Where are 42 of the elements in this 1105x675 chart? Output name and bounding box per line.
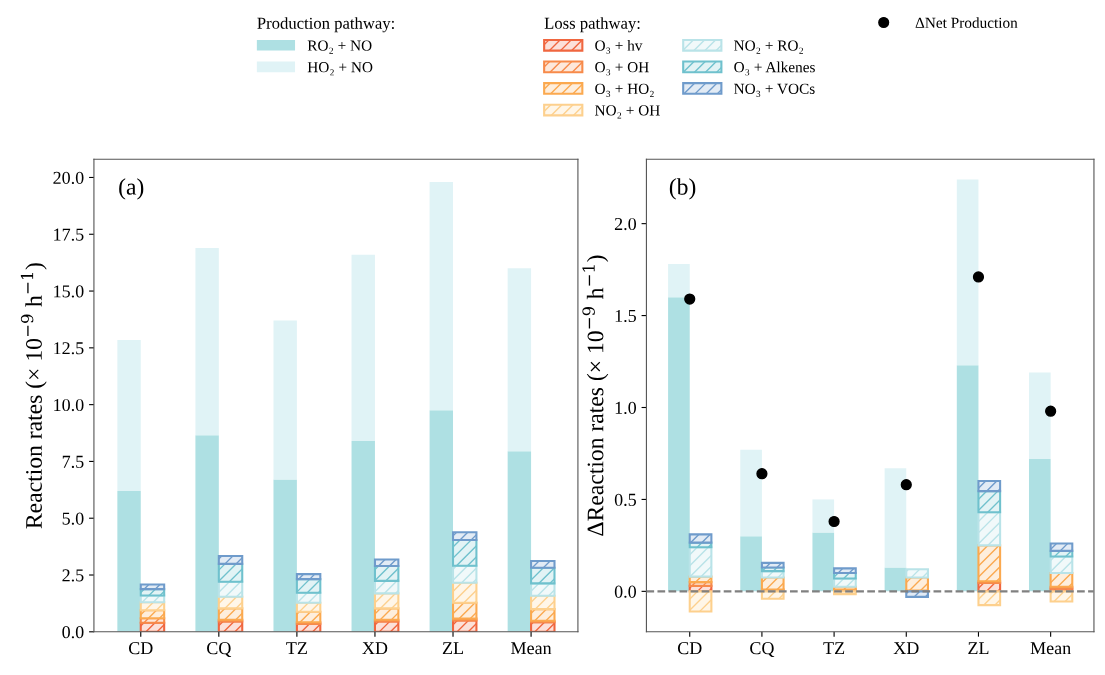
x-tick-label: ZL bbox=[968, 642, 989, 655]
y-tick-label: 10.0 bbox=[54, 398, 84, 412]
legend-label: O₃ + OH bbox=[595, 62, 649, 76]
legend-label: NO₂ + RO₂ bbox=[734, 40, 803, 54]
x-tick-label: XD bbox=[893, 642, 919, 655]
annotation: (b) bbox=[669, 178, 696, 200]
legend-label: O₃ + HO₂ bbox=[595, 83, 654, 97]
y-tick-label: 2.0 bbox=[614, 217, 637, 231]
legend-label: NO₃ + VOCs bbox=[734, 83, 815, 97]
text: Production pathway: bbox=[257, 17, 394, 33]
y-tick-label: 1.5 bbox=[615, 309, 636, 323]
y-axis-title: Reaction rates (× 10$^{−9}$ h$^{−1}$) bbox=[20, 263, 47, 529]
x-tick-label: XD bbox=[362, 642, 388, 655]
y-tick-label: 2.5 bbox=[62, 569, 84, 582]
y-tick-label: 0.0 bbox=[614, 585, 637, 598]
legend-label: RO₂ + NO bbox=[307, 40, 372, 54]
y-tick-label: 0.5 bbox=[614, 493, 636, 506]
y-tick-label: 7.5 bbox=[62, 455, 84, 468]
annotation: (a) bbox=[119, 178, 144, 200]
x-tick-label: CD bbox=[677, 642, 702, 655]
x-tick-label: Mean bbox=[1030, 642, 1071, 655]
legend-label: HO₂ + NO bbox=[307, 62, 373, 76]
x-tick-label: Mean bbox=[511, 642, 552, 655]
y-tick-label: 12.5 bbox=[54, 342, 84, 355]
y-tick-label: 0.0 bbox=[62, 626, 84, 639]
x-tick-label: ZL bbox=[442, 642, 463, 655]
x-tick-label: CD bbox=[128, 642, 153, 655]
text: Loss pathway: bbox=[544, 17, 640, 33]
y-tick-label: 15.0 bbox=[54, 285, 84, 298]
x-tick-label: CQ bbox=[750, 642, 775, 657]
legend-label: O₃ + Alkenes bbox=[734, 61, 815, 76]
x-tick-label: TZ bbox=[286, 642, 307, 655]
x-tick-label: TZ bbox=[823, 642, 845, 655]
y-tick-label: 20.0 bbox=[53, 171, 84, 184]
x-tick-label: CQ bbox=[207, 642, 232, 657]
y-tick-label: 1.0 bbox=[615, 401, 637, 415]
y-tick-label: 5.0 bbox=[62, 512, 84, 525]
legend-label: ΔNet Production bbox=[915, 17, 1018, 28]
y-tick-label: 17.5 bbox=[54, 228, 84, 241]
legend-label: O₃ + hv bbox=[595, 40, 643, 54]
y-axis-title: ΔReaction rates (× 10$^{−9}$ h$^{−1}$) bbox=[582, 255, 609, 536]
legend-label: NO₂ + OH bbox=[595, 105, 660, 119]
